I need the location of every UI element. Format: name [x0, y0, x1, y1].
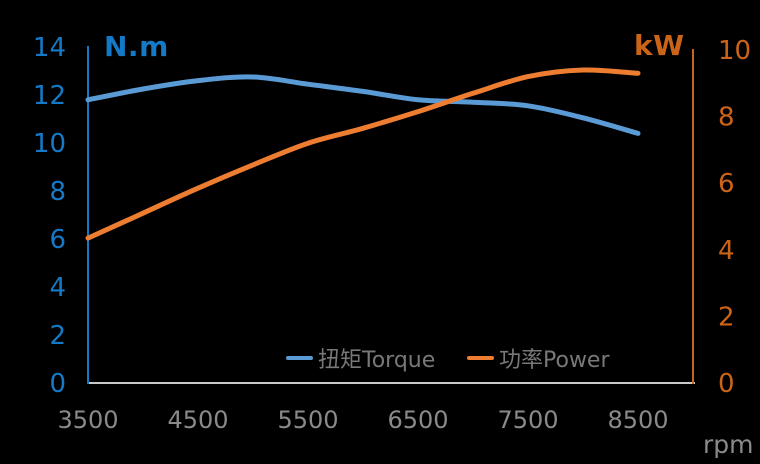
- left-axis-tick-label: 6: [49, 225, 66, 255]
- power-line-swatch-icon: [467, 356, 494, 360]
- legend-item-power: 功率Power: [467, 346, 610, 373]
- left-axis-tick-label: 4: [49, 273, 66, 303]
- left-axis-tick-label: 8: [49, 177, 66, 207]
- x-axis-tick-label: 3500: [57, 406, 118, 434]
- legend-item-torque: 扭矩Torque: [286, 346, 435, 373]
- left-axis-tick-label: 14: [33, 33, 66, 63]
- right-axis-tick-label: 0: [718, 369, 735, 399]
- x-axis-tick-label: 7500: [497, 406, 558, 434]
- right-axis-tick-label: 6: [718, 169, 735, 199]
- left-axis-tick-label: 12: [33, 81, 66, 111]
- left-axis-tick-label: 0: [49, 369, 66, 399]
- right-axis-tick-label: 2: [718, 302, 735, 332]
- legend-label-torque: 扭矩Torque: [318, 348, 436, 373]
- right-axis-tick-label: 8: [718, 103, 735, 133]
- x-axis-unit-label: rpm: [703, 430, 754, 459]
- legend-label-power: 功率Power: [499, 348, 610, 373]
- left-axis-tick-label: 10: [33, 129, 66, 159]
- right-axis-tick-label: 4: [718, 236, 735, 266]
- power-curve: [85, 67, 641, 241]
- x-axis-tick-label: 8500: [607, 406, 668, 434]
- torque-curve: [85, 74, 641, 136]
- right-axis-title: kW: [634, 29, 685, 62]
- left-axis-tick-label: 2: [49, 321, 66, 351]
- left-axis-title: N.m: [104, 30, 169, 63]
- x-axis-tick-label: 6500: [387, 406, 448, 434]
- right-axis-tick-label: 10: [718, 36, 751, 66]
- x-axis-tick-label: 5500: [277, 406, 338, 434]
- x-axis-tick-label: 4500: [167, 406, 228, 434]
- torque-line-swatch-icon: [286, 356, 313, 360]
